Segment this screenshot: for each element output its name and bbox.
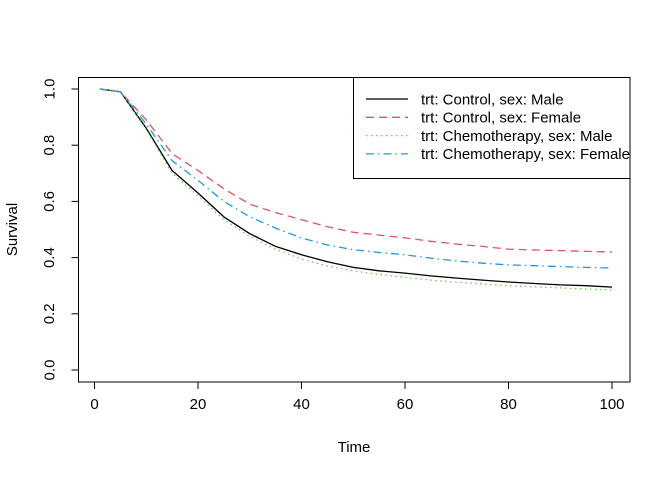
x-tick-label: 60	[397, 396, 414, 413]
x-tick-label: 20	[190, 396, 207, 413]
legend-box	[353, 77, 631, 179]
legend-entry-label-0: trt: Control, sex: Male	[421, 91, 564, 108]
curve-series-3	[99, 88, 613, 269]
y-tick-label: 0.4	[41, 247, 58, 268]
x-tick-label: 80	[500, 396, 517, 413]
y-tick-label: 0.0	[41, 360, 58, 381]
curve-series-0	[99, 88, 613, 288]
x-tick-label: 100	[599, 396, 624, 413]
curve-series-1	[99, 88, 613, 253]
plot-content: 0 20 40 60 80 100 0.0 0.2 0.4 0.6 0.8 1.0 trt: Contr…	[41, 77, 631, 413]
legend-entry-label-1: trt: Control, sex: Female	[421, 110, 581, 127]
y-tick-label: 0.2	[41, 303, 58, 324]
legend-entry-label-2: trt: Chemotherapy, sex: Male	[421, 128, 612, 145]
y-axis-title: Survival	[4, 203, 21, 256]
y-tick-label: 0.8	[41, 135, 58, 156]
x-axis-title: Time	[338, 439, 371, 456]
y-tick-label: 1.0	[41, 79, 58, 100]
y-tick-label: 0.6	[41, 191, 58, 212]
x-tick-label: 40	[293, 396, 310, 413]
x-tick-label: 0	[90, 396, 98, 413]
curve-series-2	[99, 88, 613, 291]
legend-entry-label-3: trt: Chemotherapy, sex: Female	[421, 146, 630, 163]
